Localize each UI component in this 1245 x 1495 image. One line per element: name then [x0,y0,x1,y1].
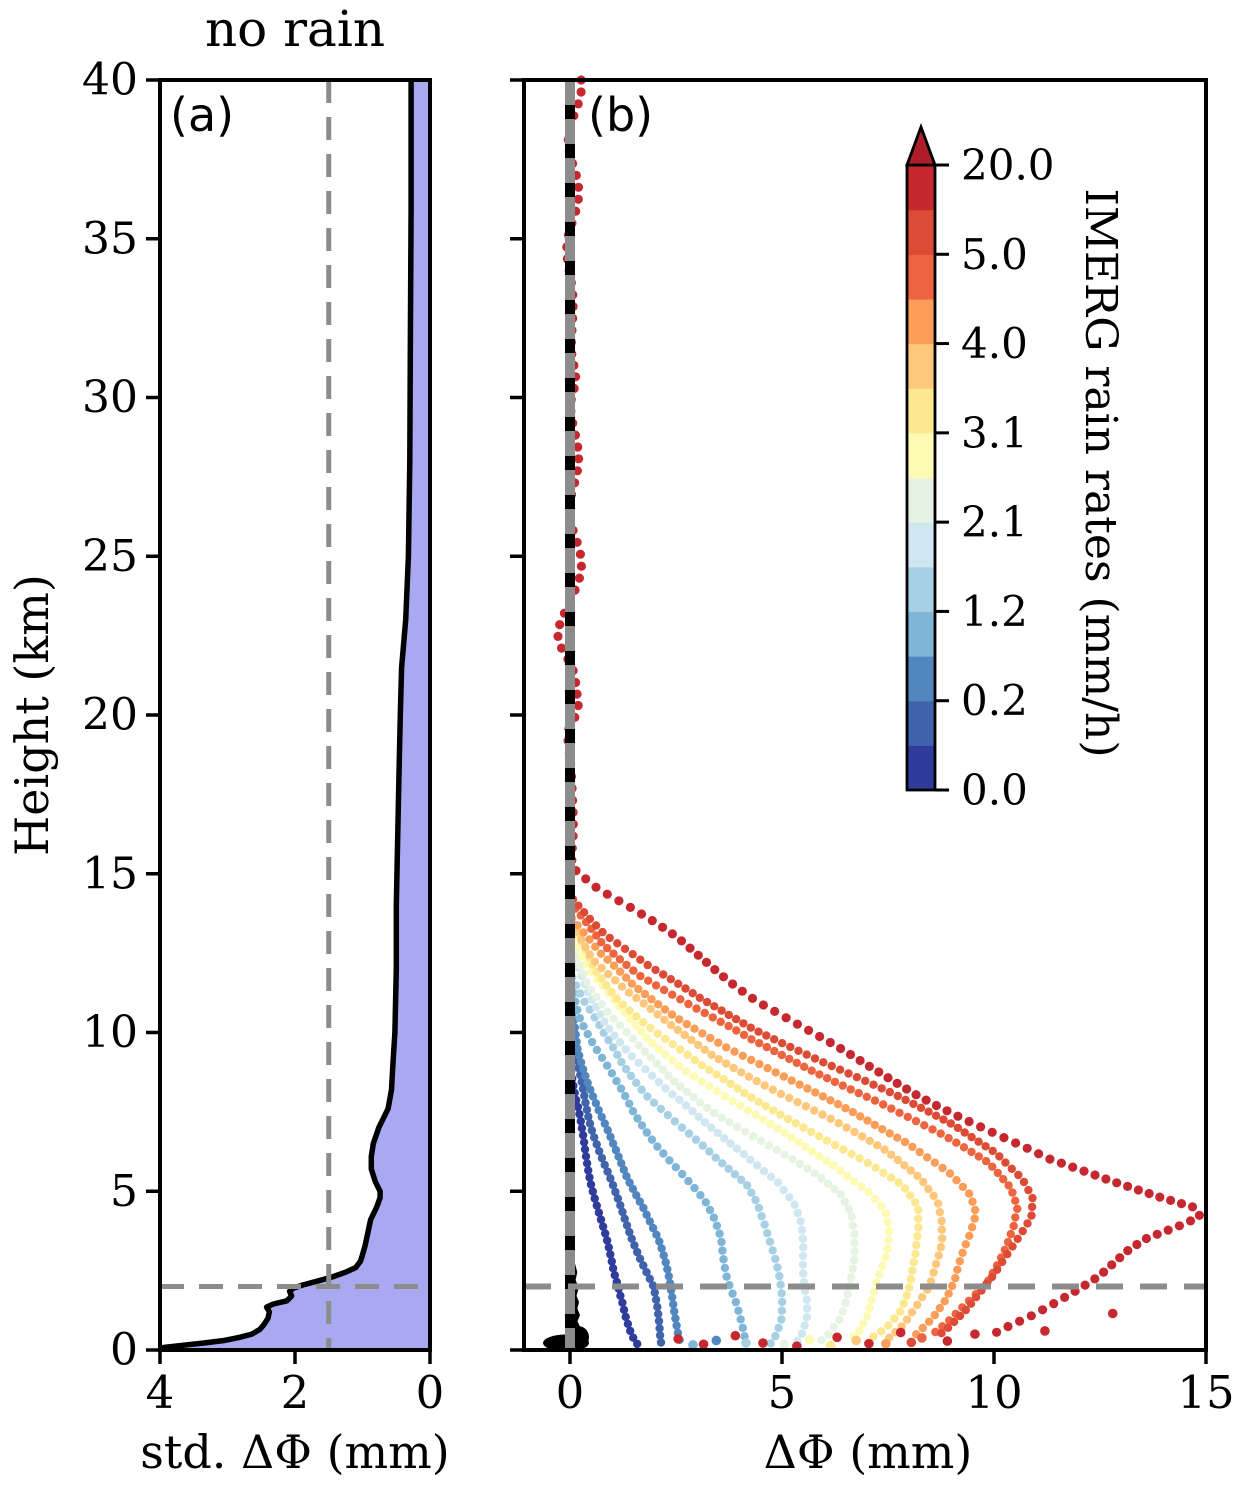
colorbar-block-8 [907,388,935,434]
svg-text:15: 15 [82,848,138,899]
series-dots-4 [564,964,787,1348]
colorbar-tick-label: 20.0 [961,141,1055,190]
colorbar-tick-label: 3.1 [961,408,1028,457]
colorbar-block-3 [907,611,935,657]
series-dots-10 [567,914,980,1339]
svg-text:5: 5 [110,1166,138,1217]
svg-text:2: 2 [281,1366,310,1419]
colorbar-block-9 [907,343,935,389]
panel-b-x-axis-label: ΔΦ (mm) [763,1425,973,1479]
series-dots-0 [565,1060,642,1349]
svg-text:0: 0 [416,1366,445,1419]
colorbar-block-10 [907,298,935,345]
colorbar-title: IMERG rain rates (mm/h) [1075,188,1126,758]
colorbar-block-12 [907,209,935,255]
svg-text:10: 10 [965,1366,1022,1419]
scatter-outliers [673,1308,1118,1351]
svg-text:5: 5 [768,1366,797,1419]
series-dots-12 [568,895,1037,1338]
svg-text:10: 10 [82,1007,138,1058]
y-axis-label: Height (km) [5,574,59,856]
colorbar-tick-label: 0.0 [961,766,1028,815]
panel-a-letter: (a) [170,88,235,142]
panel-a-x-axis-label: std. ΔΦ (mm) [140,1425,450,1479]
colorbar-block-0 [907,745,935,791]
svg-text:30: 30 [82,372,138,423]
colorbar-tick-label: 2.1 [961,498,1028,547]
colorbar-block-13 [907,165,935,211]
svg-text:20: 20 [82,690,138,741]
series-dots-9 [569,920,947,1342]
svg-text:35: 35 [82,213,138,264]
svg-text:4: 4 [146,1366,175,1419]
colorbar-extend-arrow [904,122,938,167]
svg-text:0: 0 [110,1325,138,1376]
colorbar-block-6 [907,477,935,523]
colorbar-tick-label: 5.0 [961,230,1028,279]
colorbar-block-11 [907,254,935,300]
colorbar-block-1 [907,700,935,746]
colorbar-block-4 [907,566,935,613]
colorbar-block-7 [907,432,935,479]
panel-b: 0 5 10 15 [510,75,1235,1419]
colorbar-tick-label: 0.2 [961,676,1028,725]
svg-text:25: 25 [82,531,138,582]
svg-text:0: 0 [556,1366,585,1419]
panel-a-title: no rain [204,0,386,58]
colorbar-tick-label: 1.2 [961,587,1028,636]
series-dots-6 [570,945,859,1345]
colorbar-tick-label: 4.0 [961,319,1028,368]
panel-b-letter: (b) [588,88,654,142]
svg-text:15: 15 [1177,1366,1234,1419]
colorbar-block-5 [907,522,935,568]
svg-text:40: 40 [82,55,138,106]
colorbar: 0.0 0.2 1.2 2.1 3.1 4.0 5.0 20.0 [904,122,1055,815]
colorbar-block-2 [907,656,935,702]
